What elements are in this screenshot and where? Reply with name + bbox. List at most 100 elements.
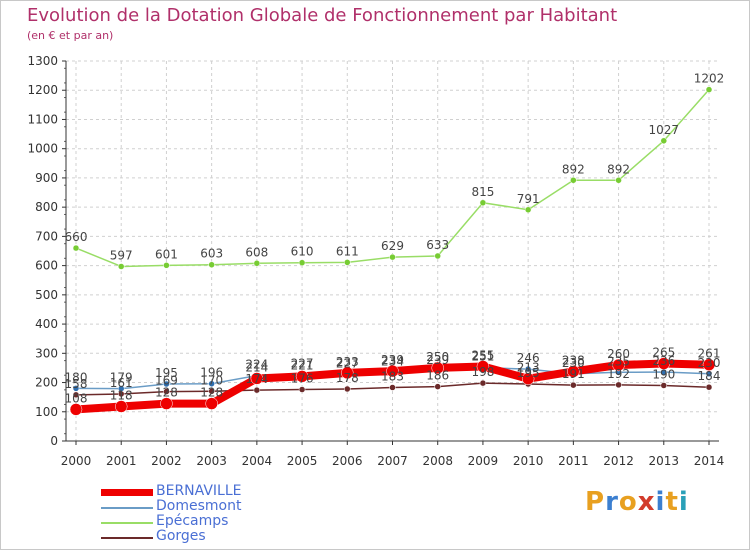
data-point-gorges — [434, 383, 441, 390]
x-tick-label: 2007 — [377, 454, 408, 468]
y-tick-label: 800 — [35, 200, 58, 214]
data-point-ep-camps — [72, 244, 80, 252]
data-label-gorges: 169 — [155, 374, 178, 388]
data-label-bernaville: 238 — [562, 353, 585, 367]
data-label-domesmont: 179 — [110, 371, 133, 385]
data-label-ep-camps: 660 — [65, 230, 88, 244]
logo-letter: i — [678, 487, 689, 517]
data-point-ep-camps — [344, 259, 351, 266]
x-tick-label: 2013 — [649, 454, 680, 468]
y-tick-label: 300 — [35, 346, 58, 360]
data-label-gorges: 178 — [336, 371, 359, 385]
data-point-bernaville — [521, 372, 535, 385]
data-label-gorges: 174 — [245, 372, 268, 386]
data-label-bernaville: 260 — [607, 347, 630, 361]
x-tick-label: 2000 — [61, 454, 92, 468]
data-point-ep-camps — [253, 260, 261, 267]
data-point-gorges — [344, 385, 351, 393]
data-point-bernaville — [295, 370, 309, 383]
data-point-gorges — [253, 386, 261, 394]
data-point-domesmont — [72, 385, 80, 392]
data-point-ep-camps — [389, 253, 396, 261]
data-point-bernaville — [476, 360, 490, 373]
y-tick-label: 200 — [35, 376, 58, 390]
data-label-bernaville: 128 — [155, 386, 178, 400]
data-label-gorges: 186 — [426, 369, 449, 383]
x-tick-label: 2008 — [422, 454, 453, 468]
data-label-ep-camps: 597 — [110, 248, 133, 262]
plot-area — [66, 61, 719, 441]
data-label-ep-camps: 815 — [471, 185, 494, 199]
data-point-gorges — [615, 381, 622, 389]
data-point-ep-camps — [479, 199, 487, 207]
data-point-bernaville — [702, 358, 716, 371]
data-label-domesmont: 246 — [517, 351, 540, 365]
data-label-gorges: 198 — [471, 365, 494, 379]
x-tick-label: 2002 — [151, 454, 182, 468]
legend-swatch-ep-camps — [101, 522, 153, 524]
x-tick-label: 2006 — [332, 454, 363, 468]
x-tick-label: 2009 — [468, 454, 499, 468]
data-point-gorges — [163, 388, 170, 395]
data-point-bernaville — [160, 397, 173, 410]
data-label-domesmont: 195 — [155, 366, 178, 380]
data-label-gorges: 161 — [110, 376, 133, 390]
data-label-ep-camps: 603 — [200, 247, 223, 261]
logo-letter: t — [665, 487, 679, 517]
data-label-domesmont: 196 — [200, 366, 223, 380]
data-point-gorges — [570, 381, 577, 389]
logo-letter: i — [655, 487, 666, 517]
data-label-ep-camps: 608 — [245, 245, 268, 259]
data-point-bernaville — [612, 358, 625, 372]
legend-label-gorges: Gorges — [156, 528, 206, 544]
data-label-bernaville: 128 — [200, 386, 223, 400]
data-label-bernaville: 255 — [471, 348, 494, 362]
data-label-bernaville: 108 — [65, 391, 88, 405]
data-label-ep-camps: 791 — [517, 192, 540, 206]
logo-letter: o — [618, 487, 638, 517]
logo-letter: r — [605, 487, 619, 517]
data-point-ep-camps — [117, 263, 125, 270]
x-tick-label: 2005 — [287, 454, 318, 468]
data-label-ep-camps: 892 — [562, 162, 585, 176]
data-point-ep-camps — [705, 86, 713, 93]
data-point-bernaville — [69, 403, 83, 416]
data-point-gorges — [389, 384, 396, 391]
y-tick-label: 400 — [35, 317, 58, 331]
x-tick-label: 2001 — [106, 454, 137, 468]
data-label-domesmont: 235 — [607, 354, 630, 368]
data-label-bernaville: 214 — [245, 360, 268, 374]
data-label-gorges: 190 — [652, 367, 675, 381]
x-tick-label: 2014 — [694, 454, 725, 468]
data-point-gorges — [298, 386, 306, 393]
data-label-domesmont: 234 — [381, 355, 404, 369]
data-point-bernaville — [250, 372, 264, 385]
data-point-domesmont — [208, 380, 215, 387]
legend-swatch-bernaville — [101, 489, 153, 496]
data-label-domesmont: 227 — [291, 357, 314, 371]
data-label-ep-camps: 610 — [291, 245, 314, 259]
data-label-ep-camps: 601 — [155, 247, 178, 261]
data-label-gorges: 176 — [291, 372, 314, 386]
y-tick-label: 600 — [35, 259, 58, 273]
data-label-domesmont: 251 — [471, 350, 494, 364]
data-label-domesmont: 239 — [426, 353, 449, 367]
chart-title: Evolution de la Dotation Globale de Fonc… — [27, 5, 618, 26]
data-point-gorges — [208, 388, 215, 395]
data-point-bernaville — [386, 364, 399, 378]
data-label-gorges: 184 — [698, 369, 721, 383]
y-tick-label: 900 — [35, 171, 58, 185]
data-point-ep-camps — [298, 259, 306, 266]
data-point-gorges — [72, 391, 80, 399]
data-label-gorges: 195 — [517, 366, 540, 380]
legend-swatch-gorges — [101, 537, 153, 539]
data-point-ep-camps — [434, 252, 441, 260]
data-point-bernaville — [567, 365, 580, 378]
data-point-bernaville — [431, 361, 444, 375]
data-point-ep-camps — [570, 177, 577, 184]
y-tick-label: 1200 — [27, 83, 58, 97]
data-point-gorges — [705, 383, 713, 391]
y-tick-label: 100 — [35, 405, 58, 419]
data-point-gorges — [117, 390, 125, 398]
